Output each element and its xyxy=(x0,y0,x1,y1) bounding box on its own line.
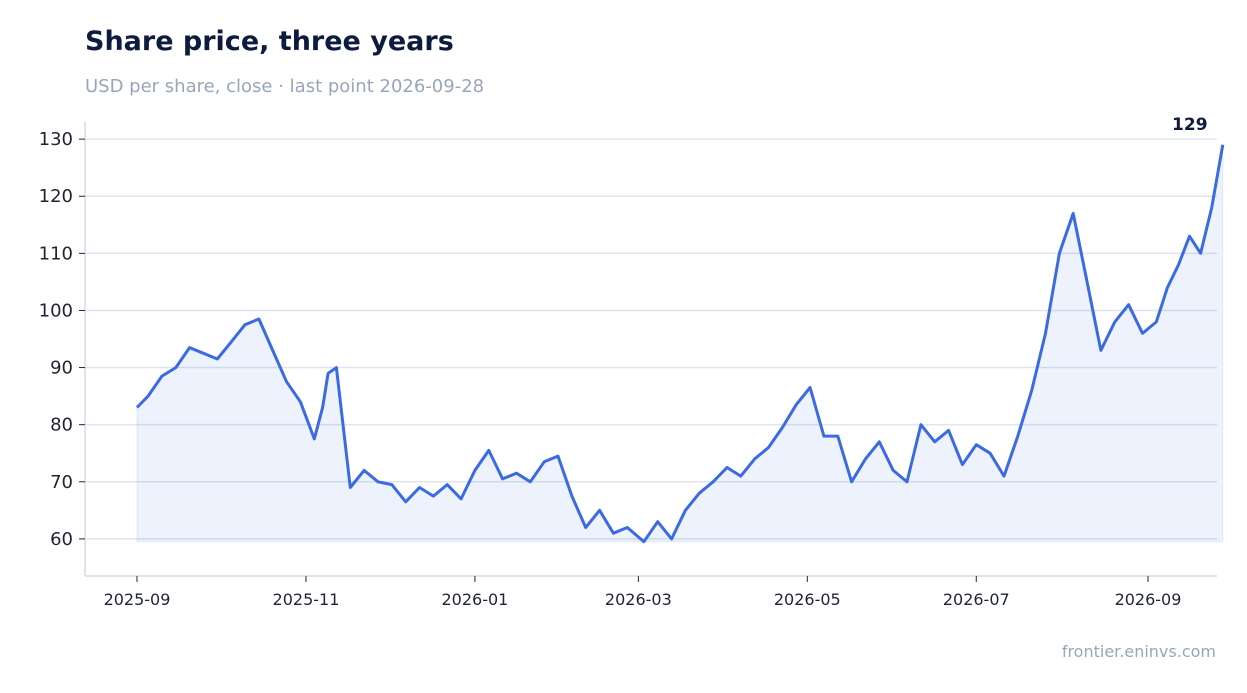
y-tick-label: 60 xyxy=(50,529,73,550)
chart-title: Share price, three years xyxy=(85,26,454,57)
chart-subtitle: USD per share, close · last point 2026-0… xyxy=(85,76,485,97)
x-tick-label: 2025-11 xyxy=(273,590,340,609)
y-tick-label: 110 xyxy=(39,243,73,264)
last-value-label: 129 xyxy=(1172,115,1208,135)
x-tick-label: 2026-03 xyxy=(605,590,672,609)
y-tick-label: 80 xyxy=(50,415,73,436)
x-tick-label: 2026-07 xyxy=(943,590,1010,609)
source-footer: frontier.eninvs.com xyxy=(1061,642,1216,661)
price-line xyxy=(135,144,1225,544)
y-tick-label: 100 xyxy=(39,300,73,321)
y-tick-label: 70 xyxy=(50,472,73,493)
y-tick-label: 130 xyxy=(39,129,73,150)
x-tick-label: 2026-09 xyxy=(1115,590,1182,609)
x-tick-label: 2026-01 xyxy=(441,590,508,609)
axes xyxy=(84,122,1217,577)
y-tick-label: 90 xyxy=(50,358,73,379)
x-tick-label: 2025-09 xyxy=(104,590,171,609)
y-axis-ticks: 60 70 80 90 100 110 120 130 xyxy=(39,129,85,550)
gridlines xyxy=(85,138,1217,540)
y-tick-label: 120 xyxy=(39,186,73,207)
x-tick-label: 2026-05 xyxy=(774,590,841,609)
x-axis-ticks: 2025-09 2025-11 2026-01 2026-03 2026-05 2026-… xyxy=(104,576,1182,609)
